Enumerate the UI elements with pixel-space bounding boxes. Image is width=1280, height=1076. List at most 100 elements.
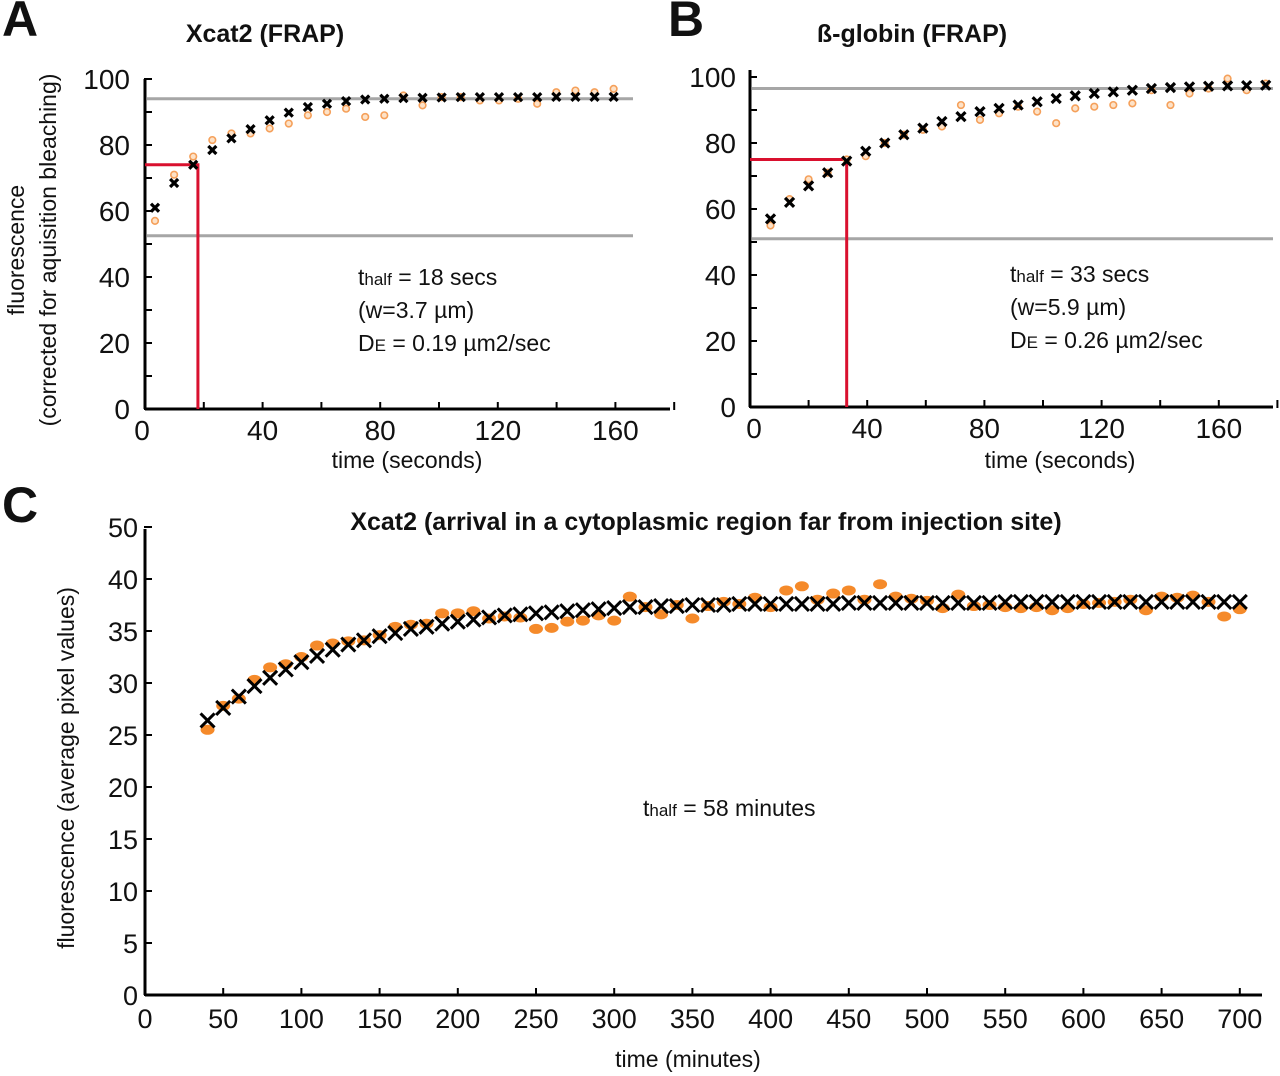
panel-b-measured-point <box>1223 74 1232 83</box>
panel-c-xlabel: time (minutes) <box>615 1046 761 1072</box>
panel-c-measured-point <box>841 585 856 596</box>
panel-c-fit-point <box>324 641 341 658</box>
panel-b-x-tick-label: 40 <box>852 413 883 444</box>
panel-c-fit-point <box>543 604 560 621</box>
panel-a-measured-point <box>284 119 293 128</box>
panel-b-fit-point <box>898 129 910 141</box>
panel-c-x-tick-label: 0 <box>137 1004 152 1034</box>
panel-a-x-tick-label: 80 <box>365 415 396 446</box>
panel-c-measured-point <box>1045 605 1060 616</box>
panel-c-fit-point <box>793 595 810 613</box>
panel-c-y-tick-label: 20 <box>108 773 138 803</box>
panel-c-fit-point <box>1153 593 1170 610</box>
panel-c-measured-point <box>794 581 809 592</box>
panel-b-fit-point <box>783 196 796 209</box>
panel-a-fit-point <box>589 91 600 102</box>
panel-c-fit-point <box>527 605 545 622</box>
panel-c-x-tick-label: 250 <box>513 1004 558 1034</box>
panel-a-measured-point <box>380 111 389 120</box>
panel-c-measured-point <box>873 579 888 590</box>
panel-c-y-tick-label: 10 <box>108 877 138 907</box>
panel-a-measured-point <box>571 86 580 95</box>
panel-c-x-tick-label: 600 <box>1061 1004 1106 1034</box>
panel-b-width: (w=5.9 µm) <box>1010 294 1126 320</box>
panel-a-fit-point <box>436 92 447 103</box>
panel-a-fit-point <box>398 93 409 104</box>
panel-a-fit-point <box>551 91 562 102</box>
panel-a-y-tick-label: 100 <box>83 64 130 95</box>
panel-c-measured-point <box>575 615 590 626</box>
panel-a-measured-point <box>189 152 198 161</box>
panel-c-measured-point <box>310 640 325 651</box>
panel-a-x-tick-label: 40 <box>247 415 278 446</box>
panel-c-fit-point <box>950 594 967 611</box>
panel-a-measured-point <box>208 135 217 145</box>
panel-c-measured-point <box>826 588 841 599</box>
panel-b-fit-point <box>974 106 986 118</box>
panel-b-y-tick-label: 100 <box>689 62 736 93</box>
panel-c-fit-point <box>762 595 779 613</box>
panel-c-measured-point <box>529 623 543 634</box>
panel-c-fit-point <box>402 620 419 637</box>
panel-b-fit-point <box>1145 82 1158 95</box>
panel-c-y-tick-label: 0 <box>123 981 138 1011</box>
panel-b-measured-point <box>1090 102 1099 111</box>
panel-c-y-tick-label: 25 <box>108 721 138 751</box>
panel-c-fit-point <box>637 599 654 616</box>
panel-c-fit-point <box>699 596 717 614</box>
panel-c-fit-point <box>230 688 247 705</box>
panel-b-fit-point <box>1012 99 1024 111</box>
panel-c-fit-point <box>621 599 638 616</box>
panel-a-xlabel: time (seconds) <box>332 447 483 473</box>
panel-a-y-tick-label: 40 <box>99 262 130 293</box>
panel-c-fit-point <box>246 678 263 695</box>
panel-a-measured-point <box>150 216 160 225</box>
panel-b-fit-point <box>822 167 834 179</box>
panel-b-measured-point <box>1128 99 1137 108</box>
panel-c-fit-point <box>809 595 826 613</box>
panel-c-fit-point <box>981 594 998 611</box>
panel-c-measured-point <box>560 616 575 627</box>
panel-a-measured-point <box>533 99 542 108</box>
panel-c-fit-point <box>387 625 404 642</box>
panel-c-measured-point <box>466 606 481 617</box>
panel-c-fit-point <box>918 594 936 611</box>
panel-c-fit-point <box>574 602 591 619</box>
panel-c-fit-point <box>481 609 498 626</box>
panel-c-fit-point <box>1090 593 1108 610</box>
panel-c-x-tick-label: 350 <box>670 1004 715 1034</box>
panel-b-measured-point <box>1033 107 1042 116</box>
panel-b-y-tick-label: 40 <box>705 260 736 291</box>
panel-b-fit-point <box>1107 86 1119 98</box>
panel-c-fit-point <box>684 596 701 614</box>
panel-c-fit-point <box>308 647 326 665</box>
panel-b-fit-point <box>1241 79 1253 92</box>
panel-b-measured-point <box>766 221 775 230</box>
panel-a-fit-point <box>340 95 352 107</box>
panel-a-fit-point <box>283 107 294 118</box>
panel-c-fit-point <box>1122 593 1139 610</box>
panel-b-fit-point <box>1050 92 1062 105</box>
panel-c-measured-point <box>263 662 278 673</box>
panel-c-fit-point <box>1106 593 1123 610</box>
panel-c-measured-point <box>951 589 966 600</box>
panel-a-fit-point <box>264 115 275 126</box>
panel-b-measured-point <box>1071 104 1080 113</box>
panel-b-fit-point <box>879 137 891 149</box>
panel-c-fit-point <box>215 699 232 717</box>
panel-a-fit-point <box>512 92 524 103</box>
panel-b-measured-point <box>1052 119 1061 128</box>
panel-c-fit-point <box>965 594 982 611</box>
panel-c-measured-point <box>622 591 637 602</box>
panel-b-fit-point <box>1221 80 1234 92</box>
panel-a-fit-point <box>608 91 619 102</box>
panel-c-fit-point <box>1216 593 1233 610</box>
panel-c-measured-point <box>685 613 700 624</box>
panel-c-fit-point <box>434 615 451 632</box>
panel-b-y-tick-label: 20 <box>705 326 736 357</box>
panel-c-fit-point <box>856 594 873 611</box>
panel-c-y-tick-label: 30 <box>108 669 138 699</box>
panel-a-ylabel-2: (corrected for aquisition bleaching) <box>35 74 61 427</box>
panel-b-xlabel: time (seconds) <box>985 447 1136 473</box>
panel-a-fit-point <box>532 92 543 103</box>
